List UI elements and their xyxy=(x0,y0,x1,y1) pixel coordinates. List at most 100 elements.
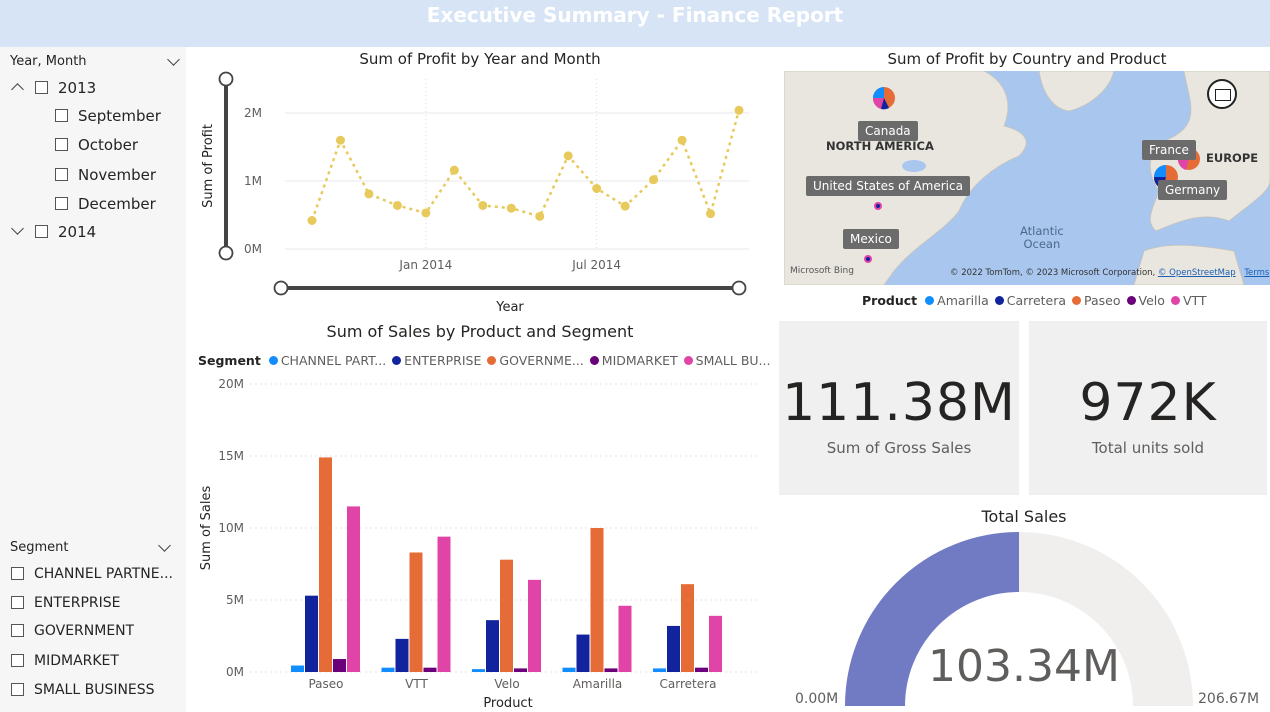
legend-item-vtt[interactable]: VTT xyxy=(1170,293,1207,308)
mexico-profit-pie[interactable] xyxy=(864,255,872,263)
gross-sales-caption: Sum of Gross Sales xyxy=(826,439,972,457)
segment-item-government[interactable]: GOVERNMENT xyxy=(34,623,135,639)
checkbox-december[interactable] xyxy=(55,197,68,210)
sales-bar[interactable] xyxy=(709,615,722,672)
sales-bar[interactable] xyxy=(514,668,527,672)
gauge-max-label: 206.67M xyxy=(1198,691,1260,707)
sales-bar[interactable] xyxy=(472,669,485,672)
profit-data-point[interactable] xyxy=(706,209,716,219)
map-osm-link[interactable]: © OpenStreetMap xyxy=(1157,268,1236,278)
segment-item-small-business[interactable]: SMALL BUSINESS xyxy=(34,682,155,698)
checkbox-2013[interactable] xyxy=(35,81,48,94)
profit-line-chart-title: Sum of Profit by Year and Month xyxy=(359,50,601,68)
profit-data-point[interactable] xyxy=(535,211,545,221)
sales-bar[interactable] xyxy=(486,620,499,672)
legend-item-channel-partners[interactable]: CHANNEL PART... xyxy=(268,353,386,368)
line-y-tick-label: 0M xyxy=(244,242,262,256)
sales-bar[interactable] xyxy=(562,667,576,672)
legend-item-carretera[interactable]: Carretera xyxy=(994,293,1067,308)
profit-data-point[interactable] xyxy=(392,200,402,210)
profit-data-point[interactable] xyxy=(364,189,374,199)
bar-category-label: Paseo xyxy=(308,677,343,691)
sales-bar[interactable] xyxy=(500,559,513,672)
checkbox-october[interactable] xyxy=(55,138,68,151)
checkbox-enterprise[interactable] xyxy=(11,596,24,609)
profit-data-point[interactable] xyxy=(677,135,687,145)
bar-category-label: VTT xyxy=(405,677,428,691)
checkbox-channel-partners[interactable] xyxy=(11,567,24,580)
line-y-tick-label: 2M xyxy=(244,106,262,120)
usa-profit-pie[interactable] xyxy=(874,202,882,210)
sales-bar[interactable] xyxy=(319,457,332,672)
sales-bar[interactable] xyxy=(381,667,395,672)
sales-bar[interactable] xyxy=(681,584,694,672)
sales-bar[interactable] xyxy=(576,634,590,672)
slicer-item-2014[interactable]: 2014 xyxy=(58,223,97,241)
profit-data-point[interactable] xyxy=(449,165,459,175)
legend-item-amarilla[interactable]: Amarilla xyxy=(925,293,989,308)
sales-bar[interactable] xyxy=(291,665,304,672)
profit-data-point[interactable] xyxy=(592,183,602,193)
checkbox-small-business[interactable] xyxy=(11,683,24,696)
segment-item-enterprise[interactable]: ENTERPRISE xyxy=(34,595,121,611)
profit-data-point[interactable] xyxy=(335,135,345,145)
report-title-bar: Executive Summary - Finance Report xyxy=(0,0,1270,47)
bar-x-axis-title: Product xyxy=(483,696,532,711)
sales-bar[interactable] xyxy=(695,667,708,672)
map-water-label: Atlantic Ocean xyxy=(1020,225,1064,251)
slicer-item-september[interactable]: September xyxy=(78,107,161,125)
sales-bar[interactable] xyxy=(590,528,604,672)
x-zoom-handle-right[interactable] xyxy=(731,280,747,296)
report-title: Executive Summary - Finance Report xyxy=(426,3,844,27)
sales-bar[interactable] xyxy=(395,638,409,672)
legend-item-government[interactable]: GOVERNME... xyxy=(487,353,584,368)
profit-data-point[interactable] xyxy=(734,105,744,115)
profit-data-point[interactable] xyxy=(421,208,431,218)
profit-data-point[interactable] xyxy=(307,215,317,225)
checkbox-september[interactable] xyxy=(55,109,68,122)
profit-data-point[interactable] xyxy=(478,200,488,210)
sales-bar[interactable] xyxy=(333,659,346,672)
sales-bar[interactable] xyxy=(604,668,618,672)
x-zoom-handle-left[interactable] xyxy=(273,280,289,296)
segment-item-midmarket[interactable]: MIDMARKET xyxy=(34,653,119,669)
y-zoom-handle-top[interactable] xyxy=(218,71,234,87)
slicer-item-november[interactable]: November xyxy=(78,166,157,184)
sales-bar[interactable] xyxy=(528,579,541,672)
sales-bar[interactable] xyxy=(653,668,666,672)
legend-label-carretera: Carretera xyxy=(1006,293,1067,308)
slicer-item-october[interactable]: October xyxy=(78,136,139,154)
profit-map[interactable]: Canada United States of America Mexico F… xyxy=(784,71,1270,285)
sales-bar[interactable] xyxy=(409,552,423,672)
legend-item-enterprise[interactable]: ENTERPRISE xyxy=(392,353,481,368)
profit-data-point[interactable] xyxy=(649,175,659,185)
sales-bar[interactable] xyxy=(667,625,680,672)
checkbox-midmarket[interactable] xyxy=(11,654,24,667)
year-month-slicer-title: Year, Month xyxy=(10,54,87,69)
sales-bar[interactable] xyxy=(423,667,437,672)
focus-mode-icon[interactable] xyxy=(1207,79,1237,109)
sales-bar[interactable] xyxy=(305,595,318,672)
legend-item-velo[interactable]: Velo xyxy=(1126,293,1165,308)
segment-item-channel-partners[interactable]: CHANNEL PARTNE... xyxy=(34,566,173,582)
sales-bar[interactable] xyxy=(618,605,632,672)
legend-item-small-business[interactable]: SMALL BU... xyxy=(683,353,770,368)
map-terms-link[interactable]: Terms xyxy=(1244,268,1270,278)
canada-profit-pie[interactable] xyxy=(872,87,895,110)
checkbox-november[interactable] xyxy=(55,168,68,181)
units-sold-caption: Total units sold xyxy=(1091,439,1205,457)
profit-data-point[interactable] xyxy=(506,203,516,213)
checkbox-government[interactable] xyxy=(11,624,24,637)
bar-category-label: Carretera xyxy=(660,677,717,691)
y-zoom-handle-bottom[interactable] xyxy=(218,245,234,261)
legend-item-midmarket[interactable]: MIDMARKET xyxy=(589,353,678,368)
slicer-item-december[interactable]: December xyxy=(78,195,156,213)
profit-data-point[interactable] xyxy=(563,151,573,161)
segment-slicer-title: Segment xyxy=(10,540,69,555)
checkbox-2014[interactable] xyxy=(35,225,48,238)
legend-item-paseo[interactable]: Paseo xyxy=(1072,293,1121,308)
slicer-item-2013[interactable]: 2013 xyxy=(58,79,97,97)
profit-data-point[interactable] xyxy=(620,201,630,211)
sales-bar[interactable] xyxy=(437,536,451,672)
sales-bar[interactable] xyxy=(347,506,360,672)
